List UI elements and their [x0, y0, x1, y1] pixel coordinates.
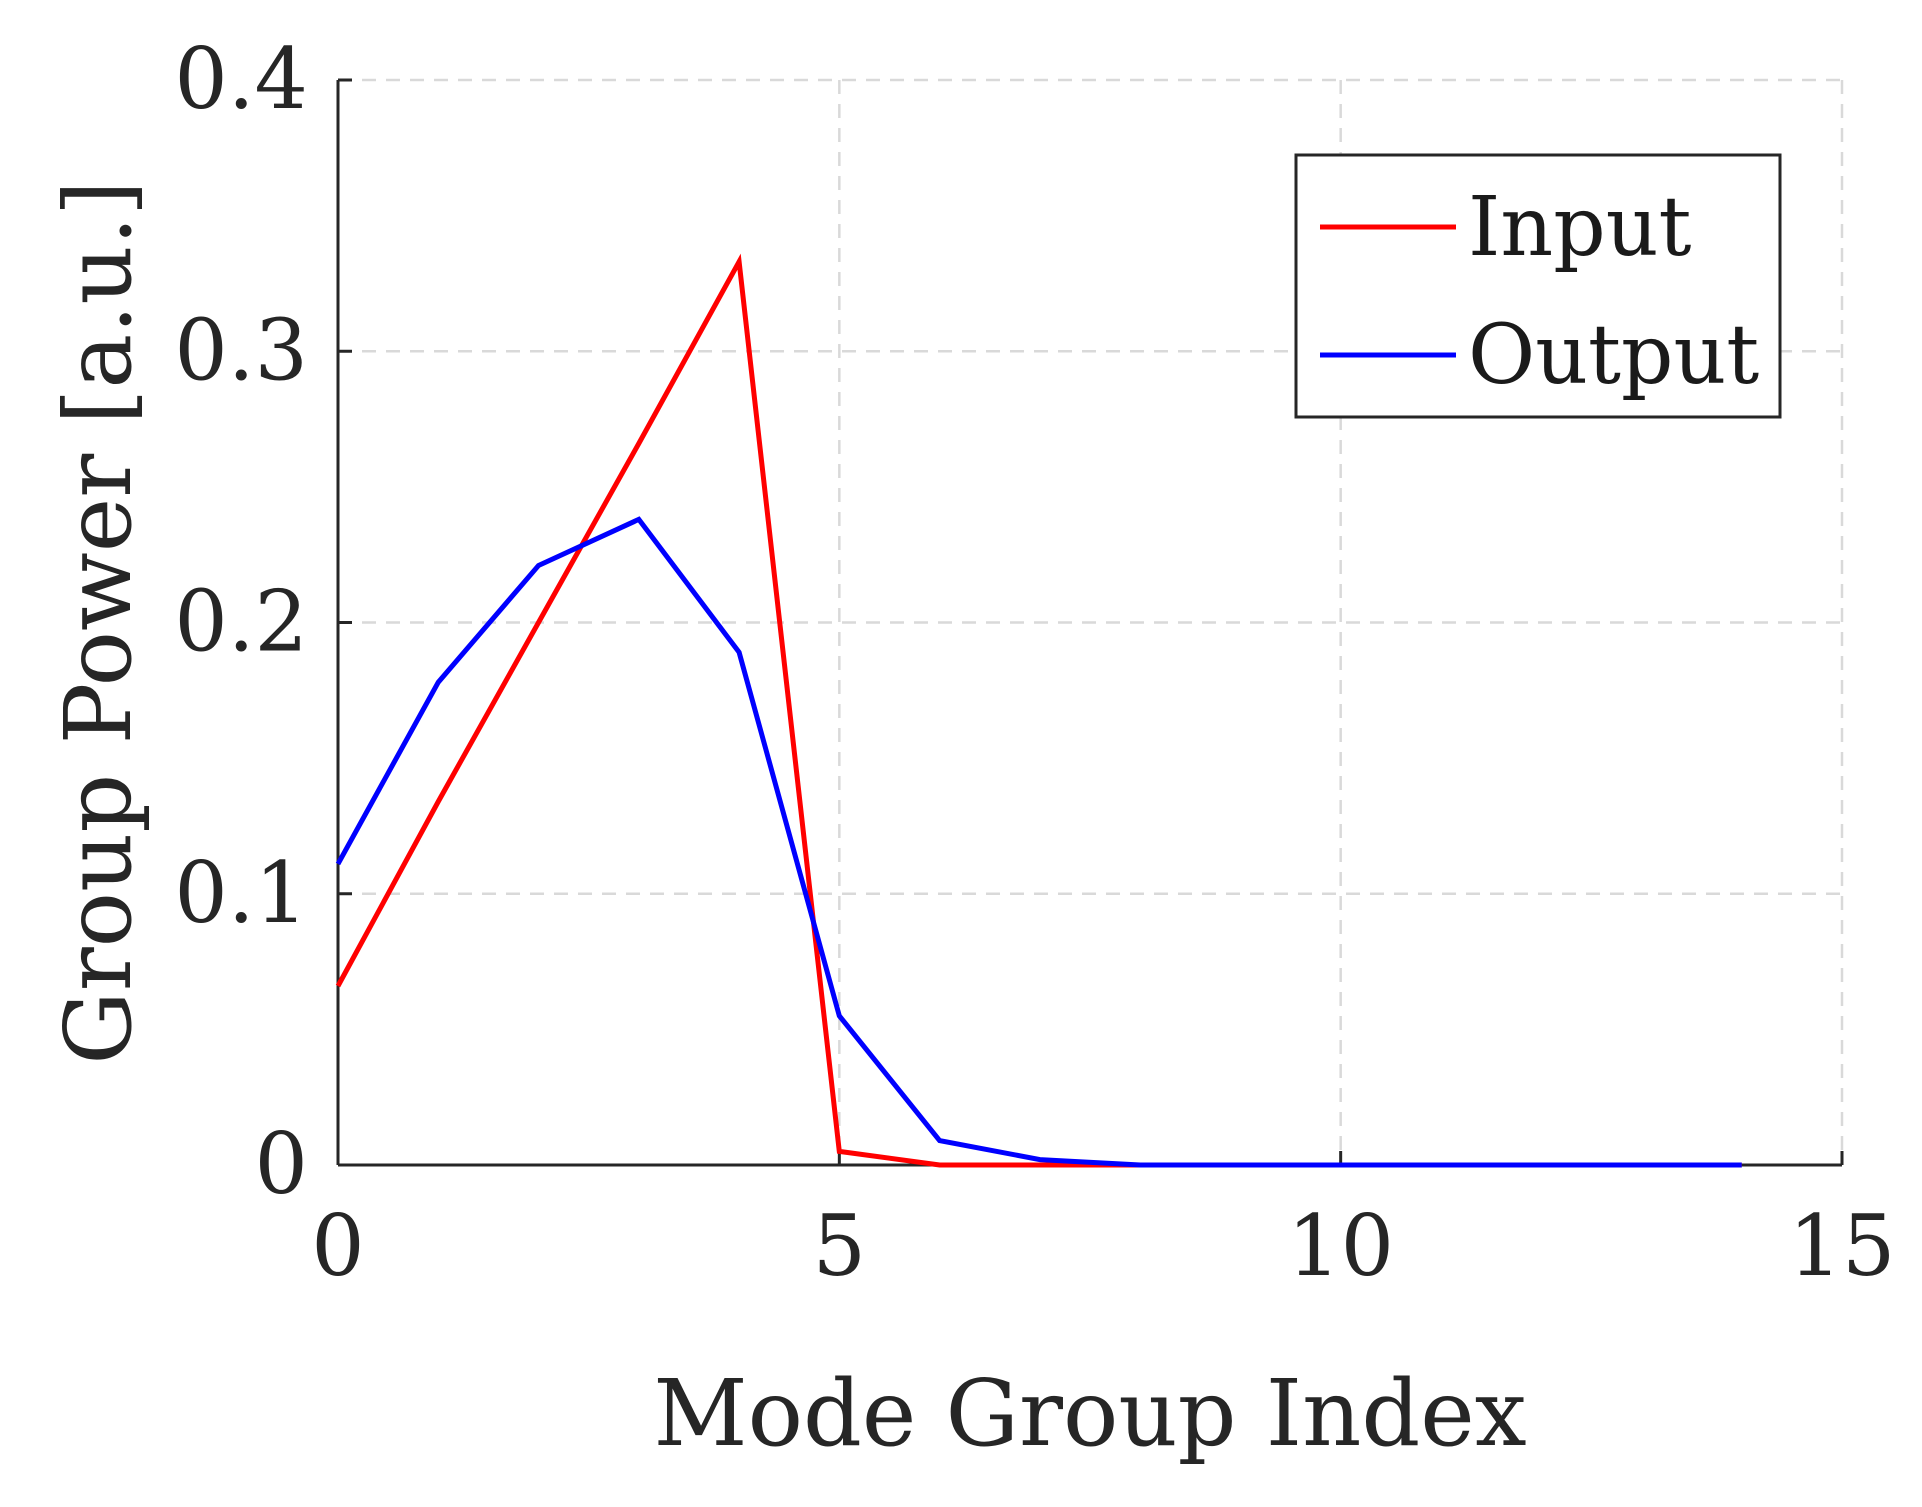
- legend-label-output: Output: [1468, 308, 1759, 403]
- x-tick-label: 0: [311, 1197, 364, 1295]
- y-tick-label: 0.3: [174, 301, 308, 399]
- legend-box: [1294, 153, 1782, 419]
- y-tick-label: 0.4: [174, 30, 308, 128]
- y-axis-title: Group Power [a.u.]: [45, 180, 152, 1065]
- legend-label-input: Input: [1468, 180, 1692, 275]
- x-axis-title: Mode Group Index: [653, 1360, 1526, 1467]
- y-tick-label: 0.1: [174, 844, 308, 942]
- x-tick-label: 15: [1789, 1197, 1896, 1295]
- y-tick-label: 0.2: [174, 573, 308, 671]
- series-lines: [335, 253, 1742, 1168]
- y-tick-label: 0: [255, 1115, 308, 1213]
- x-tick-label: 5: [813, 1197, 866, 1295]
- series-line-output: [335, 516, 1742, 1168]
- tick-labels: 0 5 10 15 0 0.1 0.2 0.3 0.4: [174, 30, 1895, 1295]
- legend: Input Output: [1294, 153, 1782, 419]
- x-tick-label: 10: [1287, 1197, 1394, 1295]
